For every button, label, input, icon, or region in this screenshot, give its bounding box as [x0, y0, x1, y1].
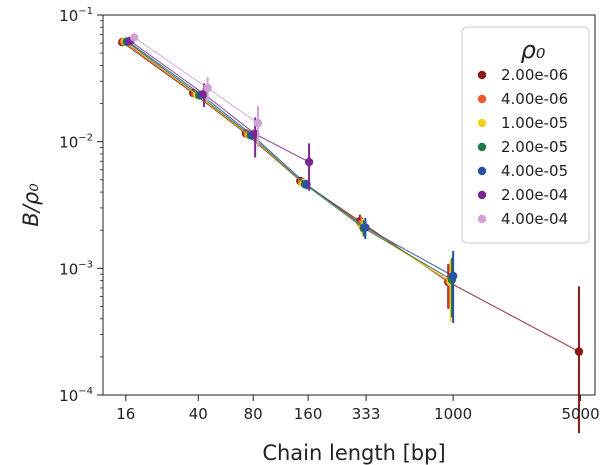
data-point: [448, 271, 458, 281]
y-tick-exponent: −2: [78, 133, 93, 144]
data-point: [304, 157, 314, 167]
data-point: [130, 33, 139, 42]
y-tick-exponent: −1: [78, 6, 93, 17]
data-point: [253, 118, 263, 128]
legend-label: 4.00e-04: [501, 210, 568, 228]
series-layer: [118, 33, 584, 434]
legend-label: 4.00e-06: [501, 90, 568, 108]
series-line: [127, 41, 454, 277]
x-tick-label: 333: [352, 405, 381, 423]
y-axis-label: B/ρ₀: [19, 183, 43, 227]
legend-label: 2.00e-05: [501, 138, 568, 156]
legend-marker: [477, 70, 487, 80]
y-tick-base: 10: [59, 387, 78, 405]
x-axis: 16 40 80 160 333 1000 5000: [116, 395, 600, 423]
legend-label: 2.00e-06: [501, 66, 568, 84]
data-point: [203, 83, 212, 93]
x-tick-label: 1000: [434, 405, 472, 423]
series-line: [129, 40, 310, 163]
legend-label: 1.00e-05: [501, 114, 568, 132]
x-tick-label: 40: [189, 405, 208, 423]
plot-frame: [102, 14, 596, 396]
legend: ρ₀ 2.00e-06 4.00e-06 1.00e-05 2.00e-05 4.00e…: [461, 26, 590, 244]
x-axis-label: Chain length [bp]: [262, 441, 445, 465]
y-tick-base: 10: [59, 134, 78, 152]
legend-marker: [477, 94, 487, 104]
y-tick-exponent: −3: [78, 259, 93, 270]
data-point: [574, 347, 584, 356]
y-tick-label: 10−1: [59, 6, 93, 25]
y-tick-label: 10−3: [59, 259, 93, 278]
x-tick-label: 5000: [561, 405, 599, 423]
y-tick-exponent: −4: [78, 386, 93, 397]
legend-label: 4.00e-05: [501, 162, 568, 180]
x-tick-label: 160: [294, 405, 323, 423]
legend-items: 2.00e-06 4.00e-06 1.00e-05 2.00e-05 4.00e-05…: [477, 66, 568, 228]
legend-marker: [477, 142, 487, 152]
legend-marker: [477, 190, 487, 200]
series-4.00e-05: [124, 37, 458, 324]
series-line: [126, 41, 453, 281]
y-tick-label: 10−4: [59, 386, 93, 405]
y-tick-label: 10−2: [59, 133, 93, 152]
legend-label: 2.00e-04: [501, 186, 568, 204]
y-axis: 10−110−210−310−4: [59, 6, 103, 405]
series-4.00e-04: [130, 33, 263, 148]
x-tick-label: 16: [116, 405, 135, 423]
legend-marker: [477, 166, 487, 176]
legend-marker: [477, 214, 487, 224]
y-tick-base: 10: [59, 260, 78, 278]
legend-marker: [477, 118, 487, 128]
x-tick-label: 80: [244, 405, 263, 423]
y-tick-base: 10: [59, 7, 78, 25]
legend-title: ρ₀: [521, 36, 546, 64]
data-point: [361, 223, 370, 232]
